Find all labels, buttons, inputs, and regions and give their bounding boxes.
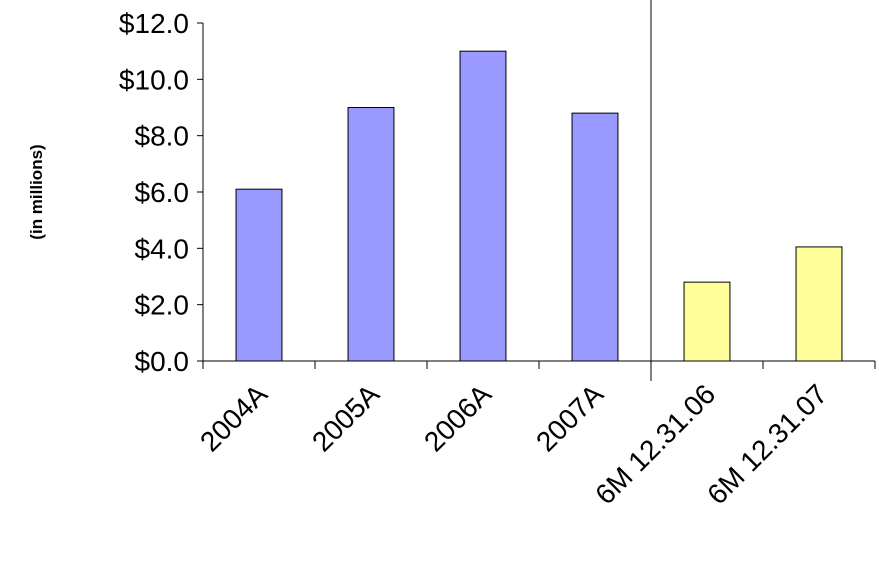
x-tick-label: 2007A <box>530 378 609 457</box>
bars-group <box>235 50 843 362</box>
bar <box>235 188 283 362</box>
y-tick-label: $4.0 <box>135 233 190 264</box>
x-tick-label: 6M 12.31.07 <box>701 378 833 510</box>
y-tick-label: $10.0 <box>119 64 189 95</box>
x-tick-label: 2006A <box>418 378 497 457</box>
bar <box>571 112 619 362</box>
bar <box>459 50 507 362</box>
y-axis: $0.0 $2.0 $4.0 $6.0 $8.0 $10.0 $12.0 <box>119 8 203 377</box>
y-tick-label: $0.0 <box>135 346 190 377</box>
x-tick-label: 2005A <box>306 378 385 457</box>
y-tick-label: $2.0 <box>135 290 190 321</box>
y-tick-label: $12.0 <box>119 8 189 39</box>
axes-group <box>202 0 876 381</box>
x-tick-label: 6M 12.31.06 <box>589 378 721 510</box>
bar <box>347 107 395 362</box>
bar <box>795 246 843 362</box>
y-tick-label: $8.0 <box>135 121 190 152</box>
y-tick-label: $6.0 <box>135 177 190 208</box>
y-axis-title: (in millions) <box>27 144 46 239</box>
x-tick-label: 2004A <box>194 378 273 457</box>
bar <box>683 281 731 362</box>
